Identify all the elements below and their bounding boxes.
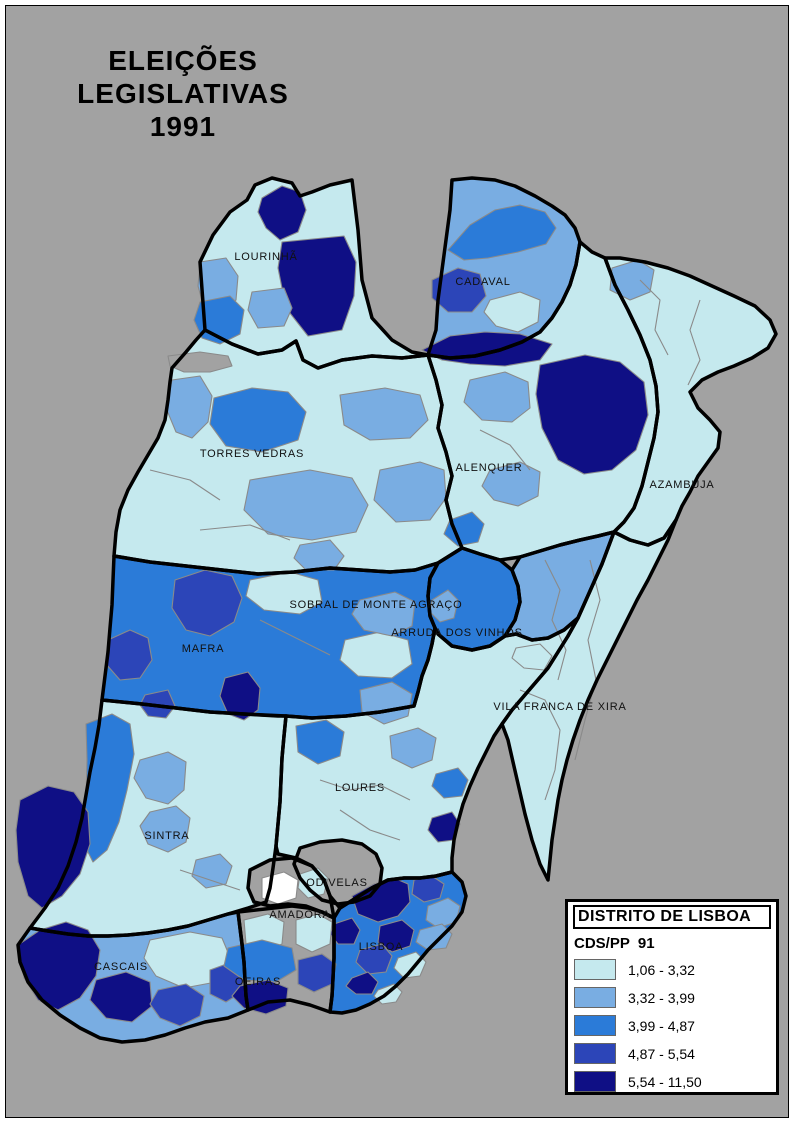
label-cascais: CASCAIS <box>94 961 148 973</box>
label-lourinha: LOURINHÃ <box>234 250 297 263</box>
legend-swatch-class-5 <box>574 1071 616 1092</box>
legend-swatch-class-4 <box>574 1043 616 1064</box>
parish <box>295 719 345 765</box>
legend-subtitle: CDS/PP 91 <box>574 935 655 952</box>
parish <box>277 235 357 337</box>
parish <box>431 767 469 799</box>
parish <box>139 805 191 853</box>
parish <box>351 591 416 637</box>
parish <box>339 387 429 441</box>
label-loures: LOURES <box>335 782 385 794</box>
parish <box>447 204 557 261</box>
label-cadaval: CADAVAL <box>455 276 510 288</box>
label-arruda-dos-vinhos: ARRUDA DOS VINHOS <box>391 627 523 639</box>
parish <box>483 291 541 333</box>
parish <box>171 569 243 637</box>
legend: DISTRITO DE LISBOA CDS/PP 91 1,06 - 3,32… <box>565 899 779 1095</box>
label-sobral-de-monte-agraco: SOBRAL DE MONTE AGRAÇO <box>289 599 462 611</box>
legend-swatch-class-3 <box>574 1015 616 1036</box>
parish-layer <box>15 185 701 1027</box>
legend-label-class-4: 4,87 - 5,54 <box>628 1045 695 1062</box>
parish <box>463 371 531 423</box>
label-azambuja: AZAMBUJA <box>649 479 714 491</box>
map-title-line-2: LEGISLATIVAS <box>77 78 289 109</box>
label-odivelas: ODIVELAS <box>306 877 367 889</box>
parish <box>191 853 233 889</box>
parish <box>133 751 187 805</box>
parish <box>481 461 541 507</box>
map-title-line-3: 1991 <box>149 111 217 142</box>
label-lisboa: LISBOA <box>359 941 404 953</box>
legend-swatch-class-1 <box>574 959 616 980</box>
legend-row: 5,54 - 11,50 <box>574 1071 770 1092</box>
legend-label-class-3: 3,99 - 4,87 <box>628 1017 695 1034</box>
parish <box>415 923 453 951</box>
parish-line-texture <box>149 279 701 891</box>
legend-label-class-5: 5,54 - 11,50 <box>628 1073 702 1090</box>
label-alenquer: ALENQUER <box>456 462 523 474</box>
legend-title: DISTRITO DE LISBOA <box>573 905 771 929</box>
label-sintra: SINTRA <box>144 830 189 842</box>
legend-label-class-1: 1,06 - 3,32 <box>628 961 695 978</box>
parish <box>149 983 205 1027</box>
parish <box>247 287 293 329</box>
parish <box>535 354 649 475</box>
label-mafra: MAFRA <box>182 643 225 655</box>
label-oeiras: OEIRAS <box>235 976 281 988</box>
parish <box>243 469 369 541</box>
parish <box>295 913 333 953</box>
parish <box>373 461 447 523</box>
label-torres-vedras: TORRES VEDRAS <box>200 448 304 460</box>
municipality-labels: LOURINHÃ CADAVAL TORRES VEDRAS ALENQUER … <box>94 250 714 988</box>
parish <box>345 971 379 995</box>
label-amadora: AMADORA <box>269 909 330 921</box>
legend-label-class-2: 3,32 - 3,99 <box>628 989 695 1006</box>
parish <box>15 785 91 909</box>
map-title-line-1: ELEIÇÕES <box>108 45 258 76</box>
parish <box>105 629 153 681</box>
map-title: ELEIÇÕES LEGISLATIVAS 1991 <box>67 44 299 143</box>
legend-row: 3,99 - 4,87 <box>574 1015 770 1036</box>
parish <box>355 943 393 975</box>
parish <box>389 727 437 769</box>
parish <box>393 951 427 979</box>
legend-row: 3,32 - 3,99 <box>574 987 770 1008</box>
parish <box>443 511 485 547</box>
parish <box>431 267 487 313</box>
parish <box>257 185 307 241</box>
legend-row: 4,87 - 5,54 <box>574 1043 770 1064</box>
parish <box>17 921 101 1011</box>
legend-swatch-class-2 <box>574 987 616 1008</box>
parish <box>89 971 153 1023</box>
label-vila-franca-de-xira: VILA FRANCA DE XIRA <box>493 701 626 713</box>
legend-row: 1,06 - 3,32 <box>574 959 770 980</box>
parish <box>209 387 307 453</box>
parish <box>377 919 415 953</box>
